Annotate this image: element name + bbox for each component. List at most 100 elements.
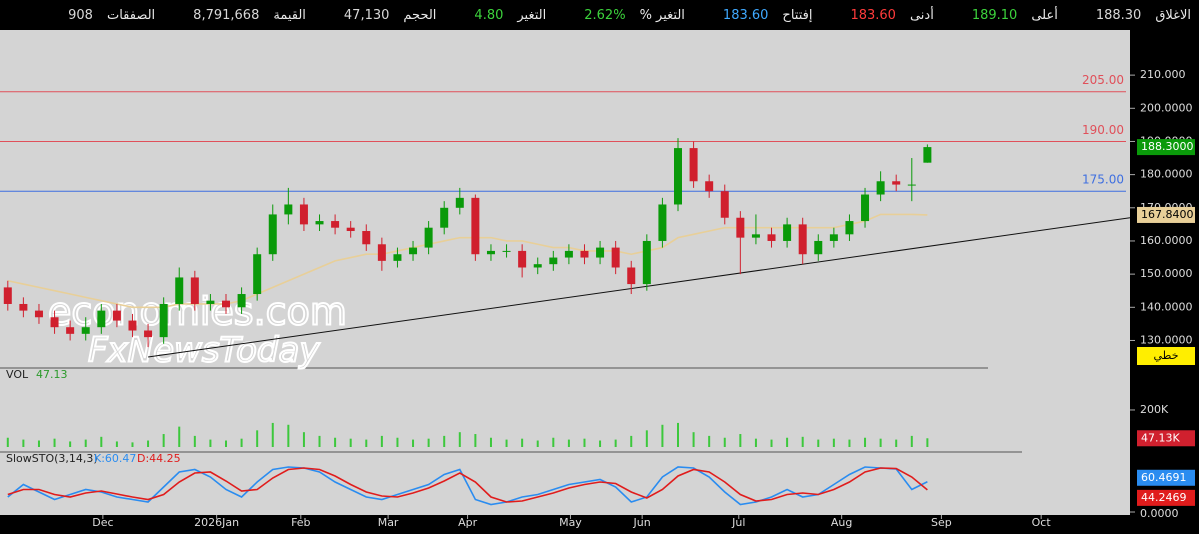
candle-body bbox=[486, 250, 495, 255]
panel-title: VOL bbox=[6, 368, 29, 381]
last-value-label: 167.8400 bbox=[1141, 208, 1194, 221]
volume-bar bbox=[661, 424, 664, 447]
volume-bar bbox=[848, 439, 851, 447]
candle-body bbox=[674, 148, 682, 205]
volume-bar bbox=[271, 422, 274, 447]
last-value-box bbox=[1137, 139, 1195, 156]
panel-value: D:44.25 bbox=[137, 452, 181, 465]
x-tick-label: Jul bbox=[731, 516, 745, 529]
quote-value: 189.10 bbox=[971, 7, 1018, 23]
volume-bar bbox=[427, 438, 430, 447]
volume-bar bbox=[147, 440, 150, 447]
y-tick-label: 200.0000 bbox=[1140, 101, 1193, 114]
candle-body bbox=[533, 264, 542, 268]
y-tick-label: 150.0000 bbox=[1140, 267, 1193, 280]
chart-type-button-label: خطي bbox=[1154, 349, 1179, 362]
candle-body bbox=[346, 227, 355, 232]
candle-body bbox=[190, 277, 199, 304]
x-tick-label: Apr bbox=[458, 516, 478, 529]
volume-bar bbox=[552, 437, 555, 447]
quote-label: الاغلاق bbox=[1155, 7, 1191, 23]
candle-body bbox=[268, 214, 277, 255]
candle-body bbox=[144, 330, 153, 338]
candle-body bbox=[798, 224, 807, 255]
volume-bar bbox=[131, 442, 134, 447]
panel-title: SlowSTO(3,14,3) bbox=[6, 452, 98, 465]
candle-body bbox=[97, 310, 106, 328]
quote-label: إفتتاح bbox=[782, 7, 813, 23]
quote-label: الحجم bbox=[403, 7, 437, 23]
volume-bar bbox=[6, 437, 9, 447]
candle-body bbox=[237, 294, 246, 308]
volume-bar bbox=[256, 430, 259, 447]
volume-bar bbox=[536, 440, 539, 447]
volume-bar bbox=[739, 434, 742, 447]
volume-bar bbox=[84, 439, 87, 447]
quote-value: 183.60 bbox=[722, 7, 769, 23]
candle-body bbox=[580, 250, 589, 258]
candle-body bbox=[34, 310, 43, 318]
volume-bar bbox=[614, 439, 617, 447]
volume-bar bbox=[505, 439, 508, 447]
quote-label: التغير bbox=[517, 7, 547, 23]
x-tick-label: Oct bbox=[1032, 516, 1052, 529]
level-label: 190.00 bbox=[1082, 123, 1124, 137]
last-value-label: 47.13K bbox=[1141, 431, 1180, 444]
candle-body bbox=[923, 147, 932, 163]
quote-value: 47,130 bbox=[343, 7, 390, 23]
volume-bar bbox=[22, 439, 25, 447]
volume-bar bbox=[645, 430, 648, 447]
candle-body bbox=[159, 303, 168, 338]
last-value-box bbox=[1137, 206, 1195, 223]
candle-body bbox=[471, 197, 480, 255]
volume-bar bbox=[100, 436, 103, 447]
candle-body bbox=[393, 254, 402, 261]
last-value-box bbox=[1137, 430, 1195, 447]
quote-label: أدنى bbox=[909, 7, 934, 23]
candle-body bbox=[299, 204, 308, 225]
volume-bar bbox=[723, 437, 726, 447]
candle-body bbox=[455, 197, 464, 208]
volume-bar bbox=[365, 439, 368, 447]
candle-body bbox=[658, 204, 667, 241]
candle-body bbox=[845, 221, 854, 235]
candle-body bbox=[767, 234, 776, 241]
volume-bar bbox=[895, 439, 898, 447]
candle-body bbox=[315, 221, 324, 225]
quote-label: الصفقات bbox=[106, 7, 156, 23]
candle-body bbox=[50, 317, 59, 328]
quote-value: 2.62% bbox=[584, 7, 626, 23]
volume-bar bbox=[69, 441, 72, 447]
candle-body bbox=[128, 320, 137, 331]
volume-bar bbox=[754, 438, 757, 447]
candle-body bbox=[596, 247, 605, 258]
quote-item: الاغلاق 188.30 bbox=[1066, 8, 1191, 23]
volume-bar bbox=[817, 439, 820, 447]
volume-bar bbox=[786, 437, 789, 447]
quote-item: القيمة 8,791,668 bbox=[163, 8, 306, 23]
x-tick-label: May bbox=[559, 516, 582, 529]
volume-bar bbox=[458, 432, 461, 447]
quote-value: 8,791,668 bbox=[193, 7, 260, 23]
volume-bar bbox=[412, 439, 415, 447]
quote-item: إفتتاح 183.60 bbox=[693, 8, 813, 23]
candle-body bbox=[3, 287, 12, 304]
candle-body bbox=[829, 234, 838, 241]
volume-bar bbox=[630, 435, 633, 447]
candle-body bbox=[564, 250, 573, 258]
volume-bar bbox=[53, 438, 56, 447]
volume-bar bbox=[583, 438, 586, 447]
candle-body bbox=[362, 231, 371, 245]
candle-body bbox=[861, 194, 870, 222]
volume-bar bbox=[599, 440, 602, 447]
volume-bar bbox=[692, 432, 695, 447]
candle-body bbox=[907, 184, 916, 186]
candle-body bbox=[814, 240, 823, 255]
chart-type-button[interactable] bbox=[1137, 347, 1195, 365]
candle-body bbox=[518, 250, 527, 268]
volume-bar bbox=[926, 438, 929, 447]
stoch-d bbox=[7, 467, 928, 503]
candle-body bbox=[642, 240, 651, 285]
level-label: 205.00 bbox=[1082, 73, 1124, 87]
